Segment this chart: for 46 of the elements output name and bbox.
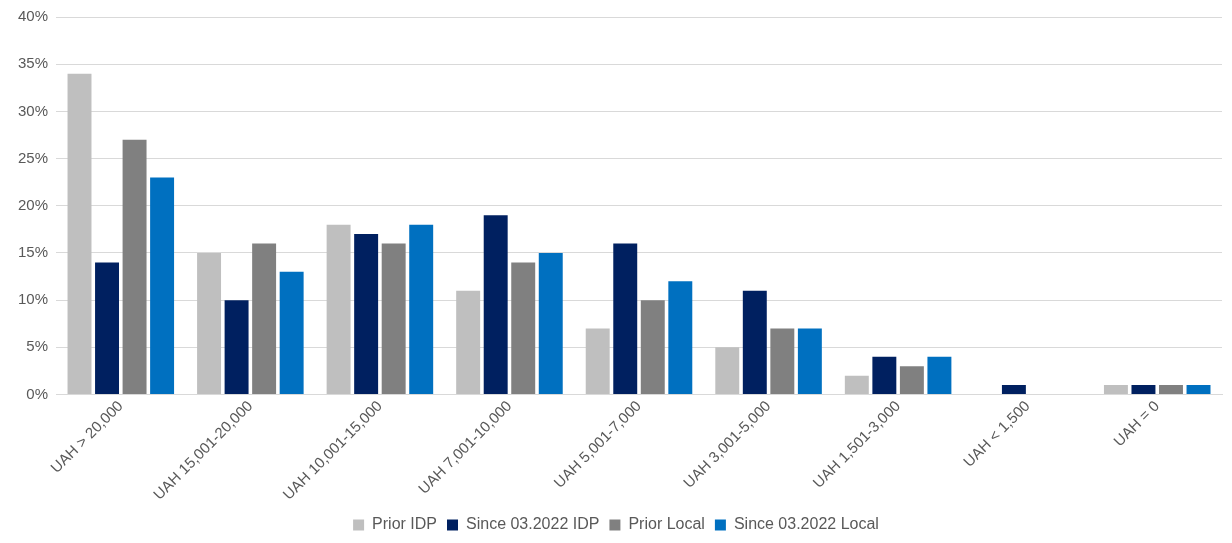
bar <box>197 252 222 395</box>
bar <box>483 215 508 395</box>
bar <box>585 328 610 395</box>
bar <box>770 328 795 395</box>
bar <box>150 177 175 395</box>
y-tick-label: 10% <box>17 290 49 308</box>
bar <box>456 290 481 395</box>
bar <box>899 366 924 395</box>
bar <box>640 300 665 395</box>
bar <box>67 73 92 395</box>
y-tick-label: 40% <box>17 7 49 25</box>
bar <box>1001 385 1026 395</box>
bar <box>1103 385 1128 395</box>
bar <box>872 356 897 395</box>
y-tick-label: 30% <box>17 101 49 119</box>
y-tick-label: 35% <box>17 54 49 72</box>
y-tick-label: 15% <box>17 243 49 261</box>
y-tick-label: 0% <box>26 384 49 402</box>
bar <box>1186 385 1211 395</box>
bar <box>95 262 120 395</box>
y-tick-label: 25% <box>17 148 49 166</box>
legend-label: Since 03.2022 IDP <box>466 515 600 533</box>
legend-label: Prior IDP <box>372 515 438 533</box>
bar <box>224 300 249 395</box>
bar <box>354 234 379 395</box>
legend-label: Prior Local <box>628 515 705 533</box>
bar <box>538 252 563 395</box>
bar <box>381 243 406 395</box>
bar <box>1131 385 1156 395</box>
bar <box>742 290 767 395</box>
bar <box>511 262 536 395</box>
bar <box>252 243 277 395</box>
bar <box>927 356 952 395</box>
y-tick-label: 20% <box>17 195 49 213</box>
bar <box>613 243 638 395</box>
y-tick-label: 5% <box>26 337 49 355</box>
bar <box>409 224 434 395</box>
bar <box>122 139 147 395</box>
bar <box>279 271 304 395</box>
bar <box>668 281 693 395</box>
bar <box>1159 385 1183 395</box>
bar <box>715 347 740 395</box>
bar <box>326 224 351 395</box>
bar <box>844 375 869 395</box>
bar <box>797 328 822 395</box>
legend-label: Since 03.2022 Local <box>733 515 879 533</box>
